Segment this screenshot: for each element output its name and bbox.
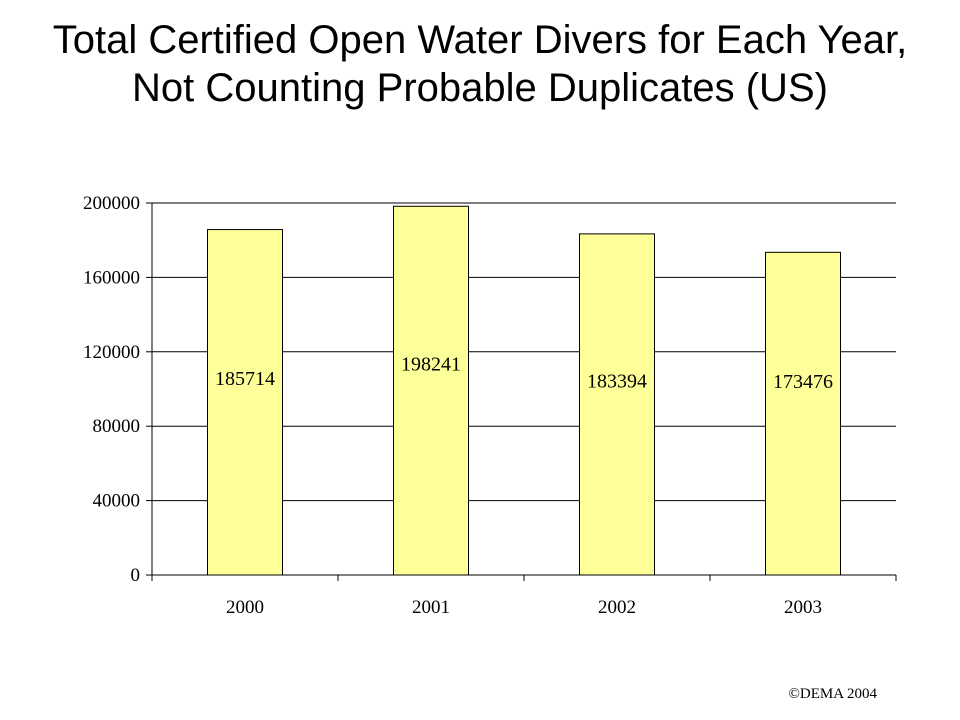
x-tick-label: 2001 bbox=[412, 597, 450, 618]
y-tick-label: 160000 bbox=[83, 267, 140, 288]
data-label: 173476 bbox=[773, 371, 833, 393]
bar-2001 bbox=[393, 205, 469, 576]
data-label: 183394 bbox=[587, 370, 647, 392]
bar-2002 bbox=[579, 233, 655, 576]
x-tick-label: 2002 bbox=[598, 597, 636, 618]
copyright-footer: ©DEMA 2004 bbox=[788, 686, 877, 702]
data-label: 185714 bbox=[215, 368, 275, 390]
y-tick-label: 120000 bbox=[83, 342, 140, 363]
data-label: 198241 bbox=[401, 354, 461, 376]
bar-2003 bbox=[765, 251, 841, 576]
labels: 0 40000 80000 120000 160000 200000 185714 2000 1… bbox=[83, 193, 833, 618]
y-tick-label: 80000 bbox=[93, 416, 141, 437]
bars bbox=[207, 205, 841, 576]
y-tick-label: 40000 bbox=[93, 491, 141, 512]
axes bbox=[146, 202, 897, 581]
y-tick-label: 200000 bbox=[83, 193, 140, 214]
bar-2000 bbox=[207, 229, 283, 576]
chart-title: Total Certified Open Water Divers for Ea… bbox=[52, 18, 908, 110]
x-tick-label: 2003 bbox=[784, 597, 822, 618]
x-tick-label: 2000 bbox=[226, 597, 264, 618]
y-tick-label: 0 bbox=[131, 565, 141, 586]
